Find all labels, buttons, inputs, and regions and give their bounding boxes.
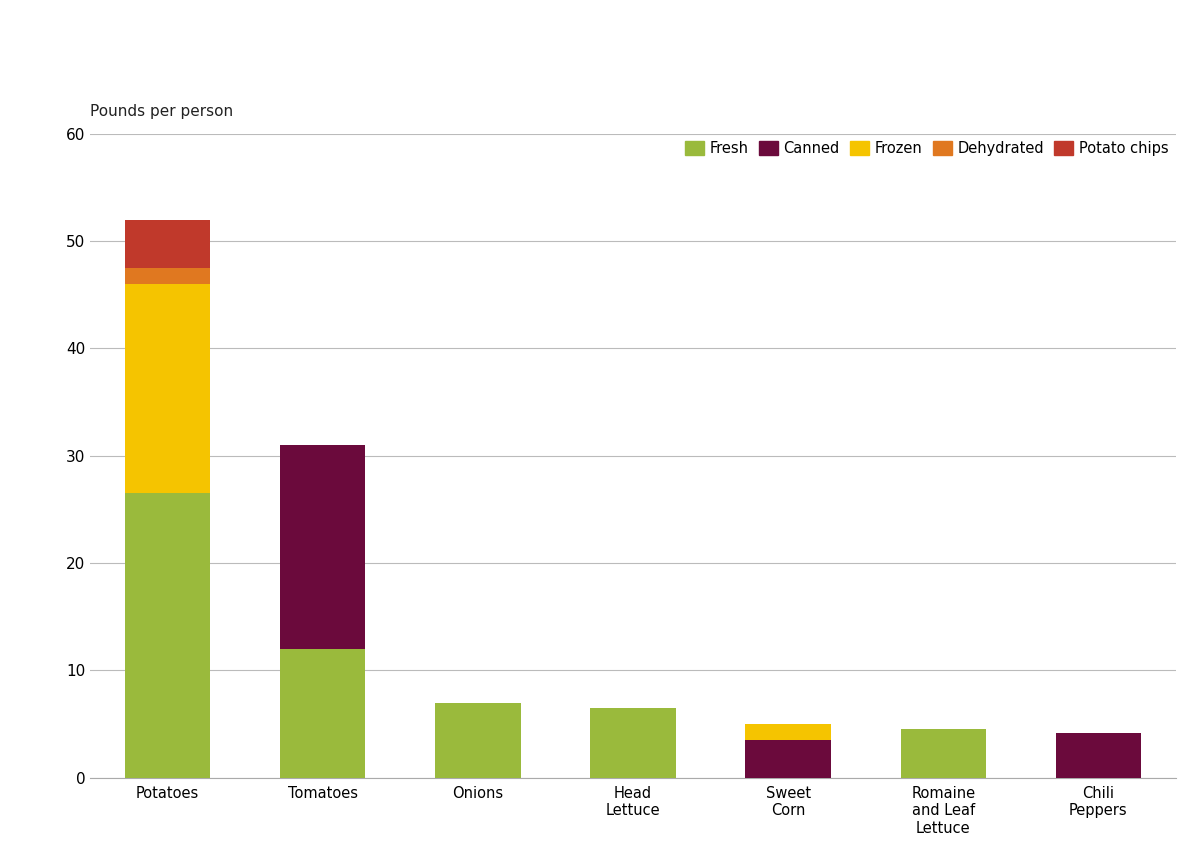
Text: Service, Loss-adjusted Food Availability Data.: Service, Loss-adjusted Food Availability… [16, 74, 338, 88]
Bar [125, 284, 210, 493]
Bar [901, 729, 986, 778]
Text: Table 1. Most Commonly Consumed Vegetables Among U.S. Consumers, 2012.: Table 1. Most Commonly Consumed Vegetabl… [16, 25, 637, 40]
Bar [745, 724, 830, 740]
Bar [590, 708, 676, 778]
Bar [436, 702, 521, 778]
Legend: Fresh, Canned, Frozen, Dehydrated, Potato chips: Fresh, Canned, Frozen, Dehydrated, Potat… [685, 141, 1169, 156]
Bar [745, 740, 830, 778]
Bar [125, 219, 210, 268]
Text: Source: U.S. Dept. of Agriculture, Economic Research: Source: U.S. Dept. of Agriculture, Econo… [694, 25, 1075, 40]
Bar [125, 493, 210, 778]
Bar [280, 445, 365, 649]
Bar [280, 649, 365, 778]
Bar [125, 268, 210, 284]
Text: Pounds per person: Pounds per person [90, 105, 233, 119]
Bar [1056, 733, 1141, 778]
